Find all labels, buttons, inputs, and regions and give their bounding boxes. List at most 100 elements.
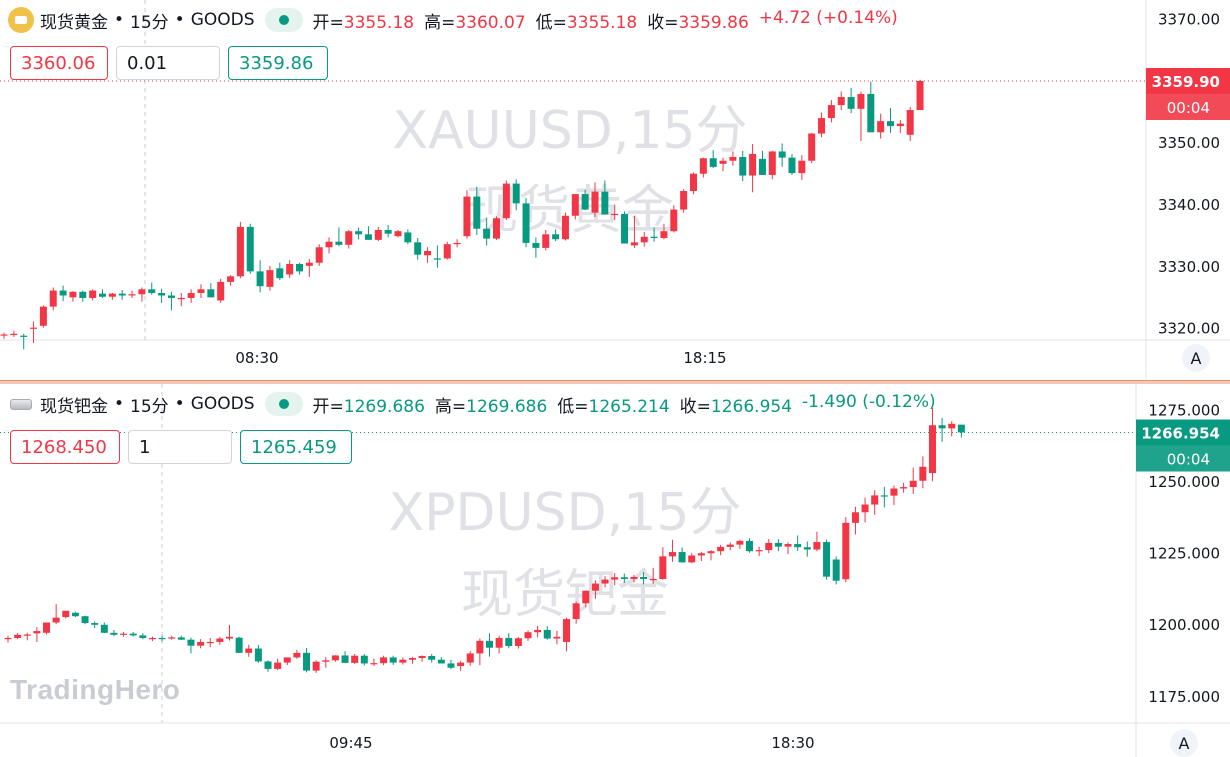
auto-scale-button[interactable]: A [1182,344,1210,372]
candle [364,226,372,240]
candle-body [896,123,904,127]
candle-body [660,231,668,238]
sell-button[interactable]: 3360.06 [10,46,108,80]
candle [699,157,707,178]
candle-body [798,160,806,174]
palladium-chart-pane[interactable]: XPDUSD,15分 现货钯金 1275.000 1250.000 1225.000 12… [0,384,1230,757]
candle [305,259,313,277]
candle [736,539,744,549]
candle-body [62,610,70,618]
candle [394,229,402,238]
symbol-watermark: XAUUSD,15分 [392,101,747,161]
interval-label[interactable]: 15分 [130,12,169,33]
interval-label[interactable]: 15分 [130,396,169,417]
sell-button[interactable]: 1268.450 [10,430,120,464]
quantity-input[interactable]: 0.01 [116,46,220,80]
price-tick-label: 1200.000 [1148,616,1220,634]
candle [463,190,471,239]
candle-body [148,637,156,640]
candle [418,655,426,662]
candle [832,556,840,585]
gold-candlestick-chart[interactable]: XAUUSD,15分现货黄金3370.003350.003340.003330.… [0,0,1230,380]
candle [325,237,333,254]
candle-body [808,133,816,161]
candle-body [364,234,372,240]
symbol-name[interactable]: 现货黄金 [40,12,108,33]
candle [404,229,412,245]
candle [857,91,865,141]
quantity-input[interactable]: 1 [128,430,232,464]
bar-countdown: 00:04 [1167,99,1210,117]
candle [823,539,831,580]
candle-body [524,632,532,639]
candle-body [207,289,215,298]
candle [120,631,128,637]
candle-body [601,579,609,584]
candle-body [322,660,330,662]
candle-body [758,158,766,175]
candle [370,658,378,667]
candle [774,539,782,552]
candle-body [305,262,313,266]
candle-body [187,639,195,646]
symbol-name[interactable]: 现货钯金 [40,396,108,417]
candle [729,151,737,166]
candle-body [483,228,491,239]
market-status-icon[interactable] [264,392,303,416]
candle-body [100,624,108,633]
gold-bar-icon [8,7,34,33]
palladium-candlestick-chart[interactable]: XPDUSD,15分现货钯金1275.0001250.0001225.00012… [0,384,1230,757]
candle-body [534,629,542,633]
candle-body [678,552,686,563]
candle-body [264,661,272,669]
auto-scale-button[interactable]: A [1170,729,1198,757]
candle [948,421,956,437]
open-value: 3355.18 [343,12,415,33]
candle-body [424,250,432,256]
candle [532,237,540,258]
ohlc-values: 开=1269.686 高=1269.686 低=1265.214 收=1266.… [312,391,936,417]
candle [177,635,185,640]
candle-body [453,242,461,245]
candle [697,551,705,561]
pane-separator[interactable] [0,380,1230,384]
candle-body [502,183,510,219]
candle-body [543,629,551,639]
candle-body [788,157,796,174]
candle [128,290,136,298]
buy-button[interactable]: 1265.459 [240,430,352,464]
market-status-icon[interactable] [264,8,303,32]
candle [129,631,137,637]
candle-body [274,662,282,669]
candle [52,604,60,625]
candle [678,547,686,563]
candle-body [394,231,402,237]
candle [798,155,806,180]
candle [758,150,766,175]
last-price-value: 3359.90 [1152,73,1220,91]
candle-body [167,295,175,298]
candle-body [315,247,323,263]
candle-body [909,480,917,488]
price-tick-label: 1175.000 [1148,688,1220,706]
candle-body [784,544,792,547]
buy-button[interactable]: 3359.86 [228,46,328,80]
candle-body [463,196,471,237]
candle [286,260,294,279]
candle-body [355,231,363,235]
candle-body [414,242,422,255]
candle [755,546,763,557]
time-tick-label: 18:15 [683,349,726,367]
last-price-value: 1266.954 [1141,425,1220,443]
candle-body [418,656,426,659]
candle-body [880,495,888,497]
ohlc-values: 开=3355.18 高=3360.07 低=3355.18 收=3359.86 … [312,7,898,33]
candle-body [39,306,47,326]
price-tick-label: 1250.000 [1148,473,1220,491]
candle [630,215,638,248]
candle [187,637,195,654]
candle-body [43,622,51,633]
gold-chart-pane[interactable]: XAUUSD,15分 现货黄金 3370.00 3350.00 3340.00 3330.… [0,0,1230,380]
candle-body [187,293,195,298]
candle [851,506,859,535]
